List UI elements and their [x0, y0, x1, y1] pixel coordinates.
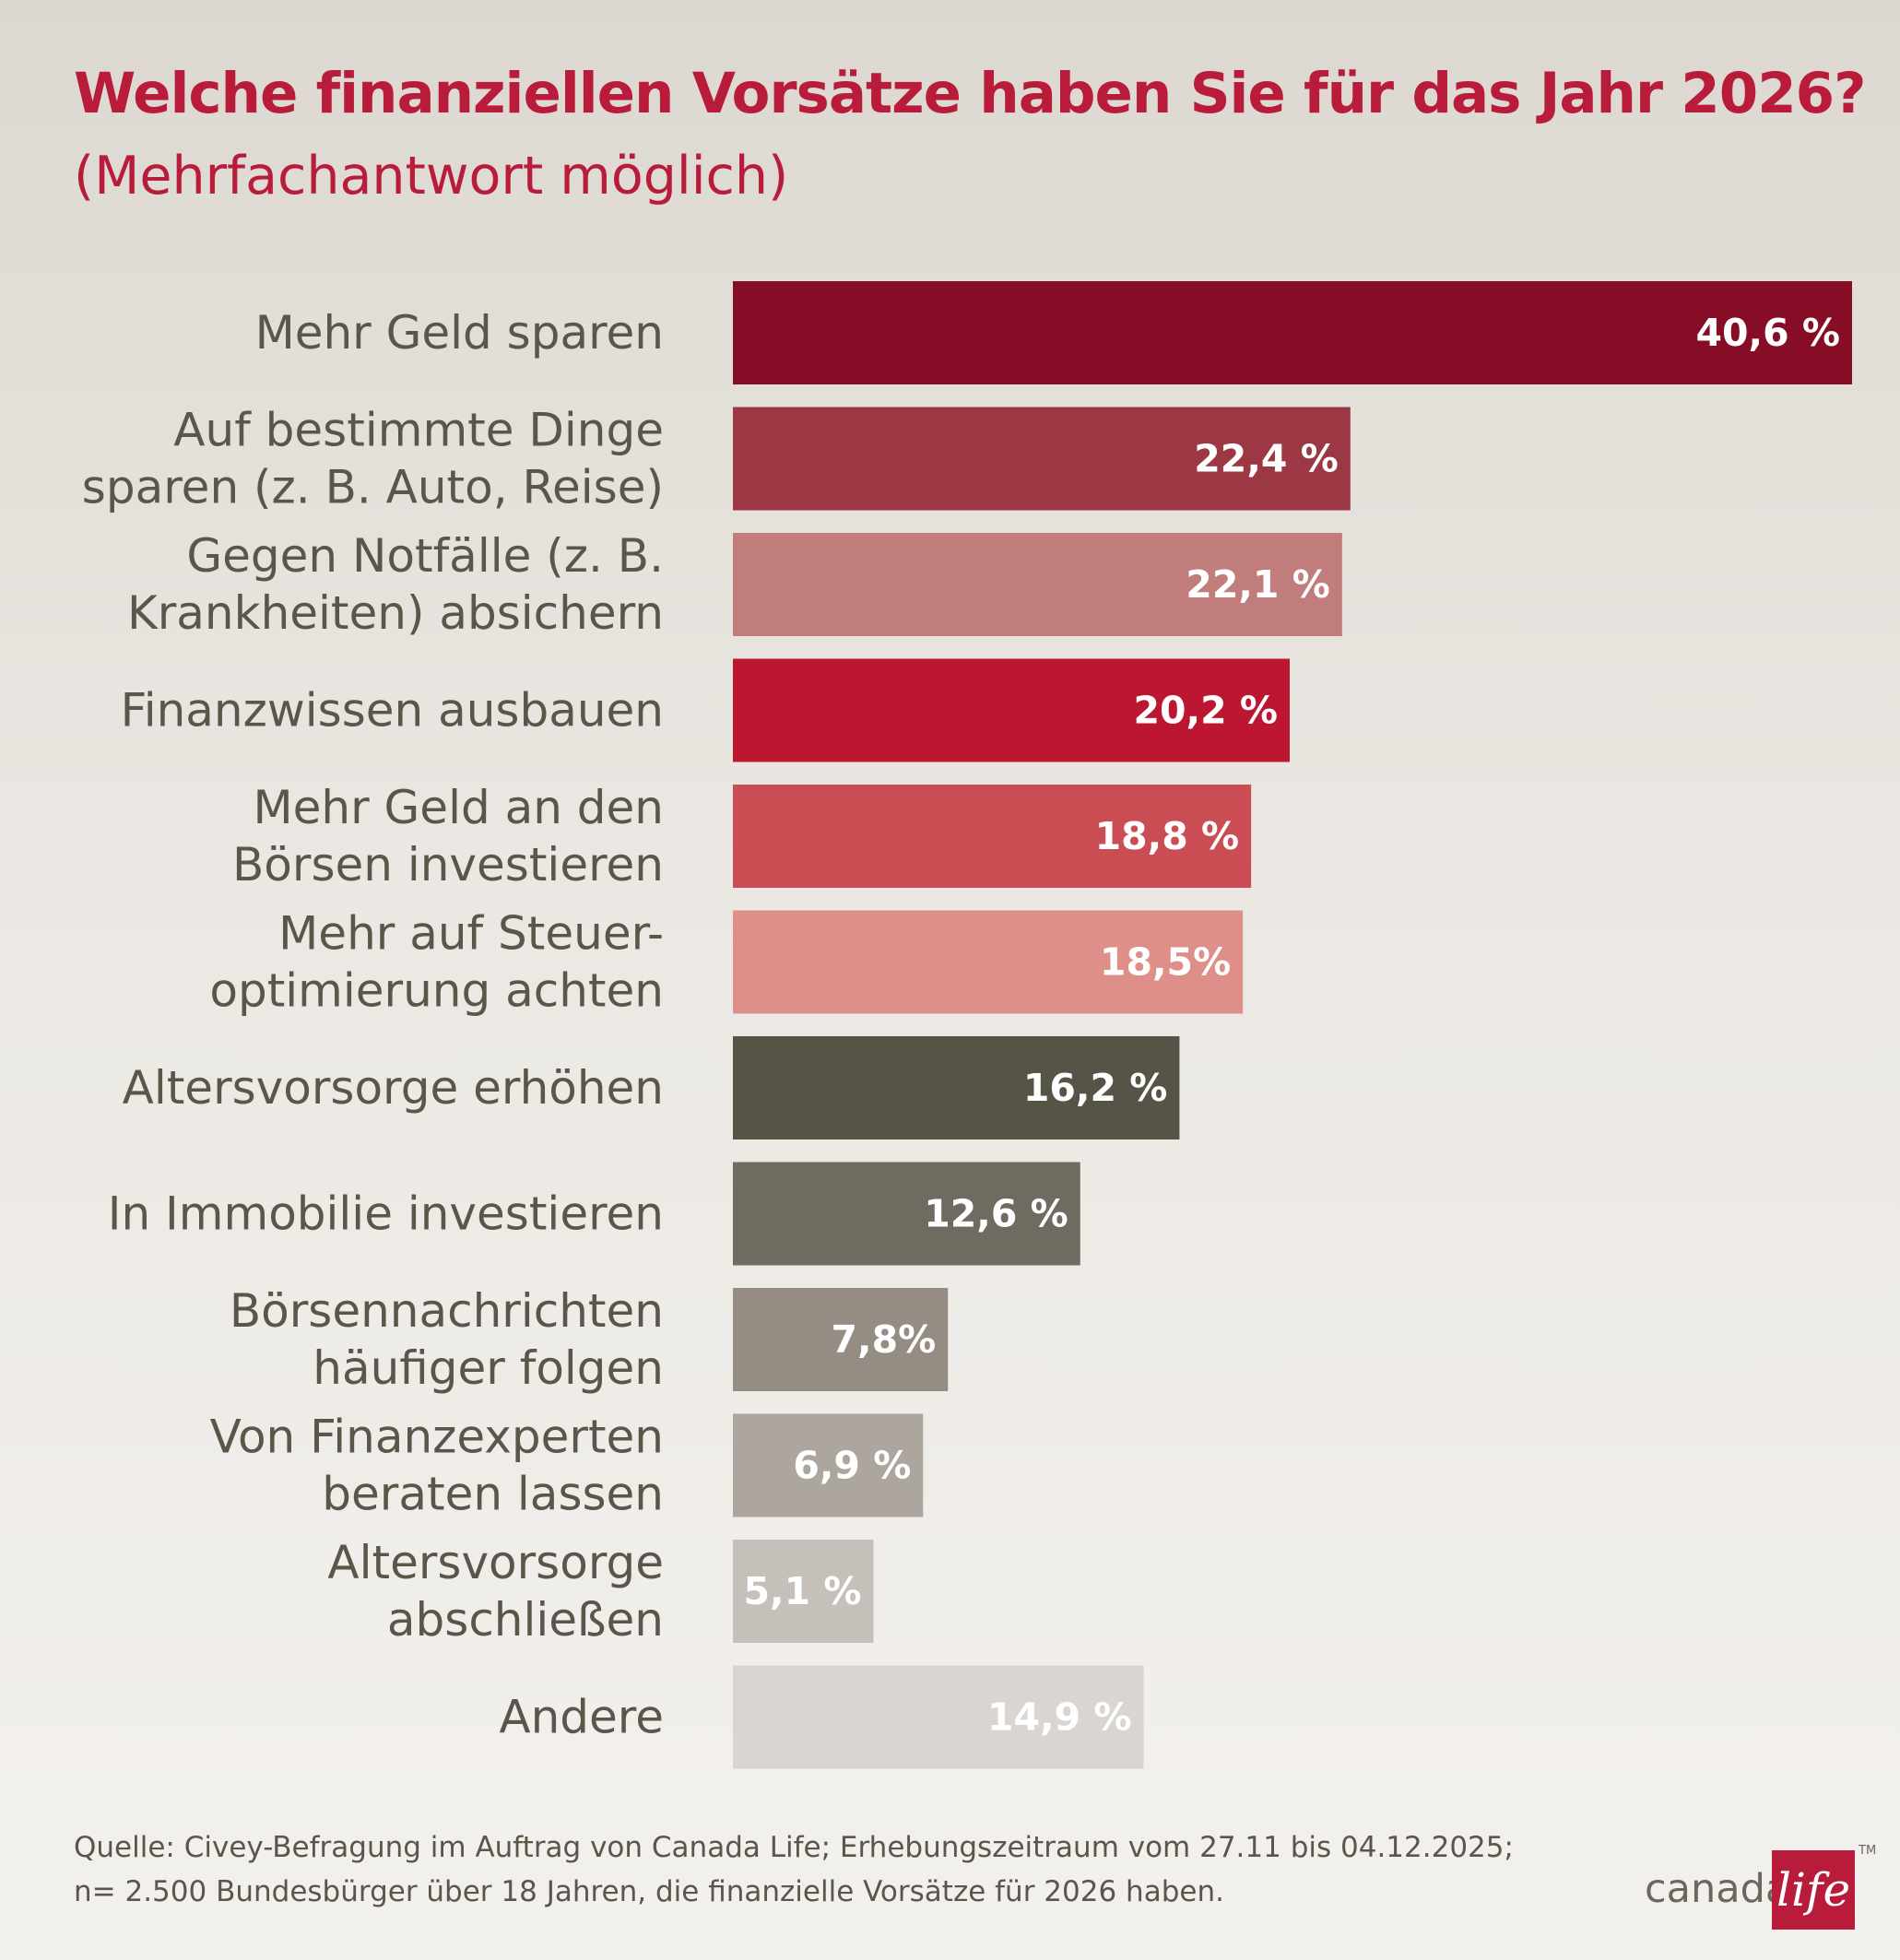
category-label-8: In Immobilie investieren — [108, 1187, 664, 1241]
value-label-11: 5,1 % — [743, 1569, 861, 1613]
source-note: Quelle: Civey-Befragung im Auftrag von C… — [74, 1825, 1641, 1914]
value-label-6: 18,5% — [1100, 940, 1231, 985]
value-label-12: 14,9 % — [987, 1695, 1132, 1740]
value-label-3: 22,1 % — [1186, 562, 1330, 607]
category-label-12: Andere — [499, 1691, 664, 1744]
bar-5 — [733, 785, 1252, 888]
category-label-7: Altersvorsorge erhöhen — [123, 1061, 664, 1115]
bar-4 — [733, 658, 1291, 762]
category-label-11-line-2: abschließen — [387, 1593, 664, 1647]
logo-word: canada — [1645, 1866, 1790, 1912]
bar-3 — [733, 533, 1342, 636]
category-label-9-line-2: häufiger folgen — [313, 1341, 664, 1395]
category-label-3-line-1: Gegen Notfälle (z. B. — [186, 529, 664, 583]
bar-2 — [733, 407, 1351, 511]
bar-6 — [733, 910, 1244, 1014]
logo-trademark: TM — [1859, 1844, 1877, 1858]
category-label-5-line-1: Mehr Geld an den — [254, 781, 664, 834]
value-label-7: 16,2 % — [1023, 1066, 1168, 1110]
bar-8 — [733, 1162, 1080, 1266]
logo-script: life — [1772, 1850, 1855, 1930]
value-label-10: 6,9 % — [793, 1444, 911, 1488]
category-label-3-line-2: Krankheiten) absichern — [127, 586, 664, 640]
category-label-10-line-1: Von Finanzexperten — [210, 1411, 664, 1464]
bar-1 — [733, 281, 1852, 384]
chart-subtitle: (Mehrfachantwort möglich) — [74, 146, 789, 207]
bar-12 — [733, 1665, 1144, 1769]
category-label-9-line-1: Börsennachrichten — [230, 1284, 664, 1338]
value-label-9: 7,8% — [832, 1317, 937, 1362]
value-label-4: 20,2 % — [1133, 689, 1278, 733]
category-label-2-line-2: sparen (z. B. Auto, Reise) — [82, 461, 664, 514]
bar-11 — [733, 1540, 874, 1643]
chart-title: Welche finanziellen Vorsätze haben Sie f… — [74, 61, 1866, 126]
value-label-1: 40,6 % — [1695, 311, 1840, 355]
category-label-5-line-2: Börsen investieren — [232, 838, 664, 891]
value-label-5: 18,8 % — [1095, 814, 1240, 858]
category-label-2-line-1: Auf bestimmte Dinge — [173, 404, 664, 457]
category-label-4: Finanzwissen ausbauen — [121, 684, 664, 738]
category-label-6-line-1: Mehr auf Steuer- — [278, 907, 664, 961]
category-label-11-line-1: Altersvorsorge — [327, 1536, 664, 1589]
bar-9 — [733, 1288, 949, 1391]
category-label-1: Mehr Geld sparen — [255, 306, 664, 360]
value-label-8: 12,6 % — [924, 1192, 1068, 1236]
category-label-10-line-2: beraten lassen — [322, 1468, 664, 1521]
bar-10 — [733, 1413, 924, 1517]
value-label-2: 22,4 % — [1194, 437, 1339, 481]
source-line-2: n= 2.500 Bundesbürger über 18 Jahren, di… — [74, 1875, 1224, 1908]
source-line-1: Quelle: Civey-Befragung im Auftrag von C… — [74, 1831, 1514, 1864]
canada-life-logo: canada life TM — [1641, 1844, 1881, 1936]
category-label-6-line-2: optimierung achten — [209, 964, 664, 1018]
bar-7 — [733, 1036, 1180, 1139]
